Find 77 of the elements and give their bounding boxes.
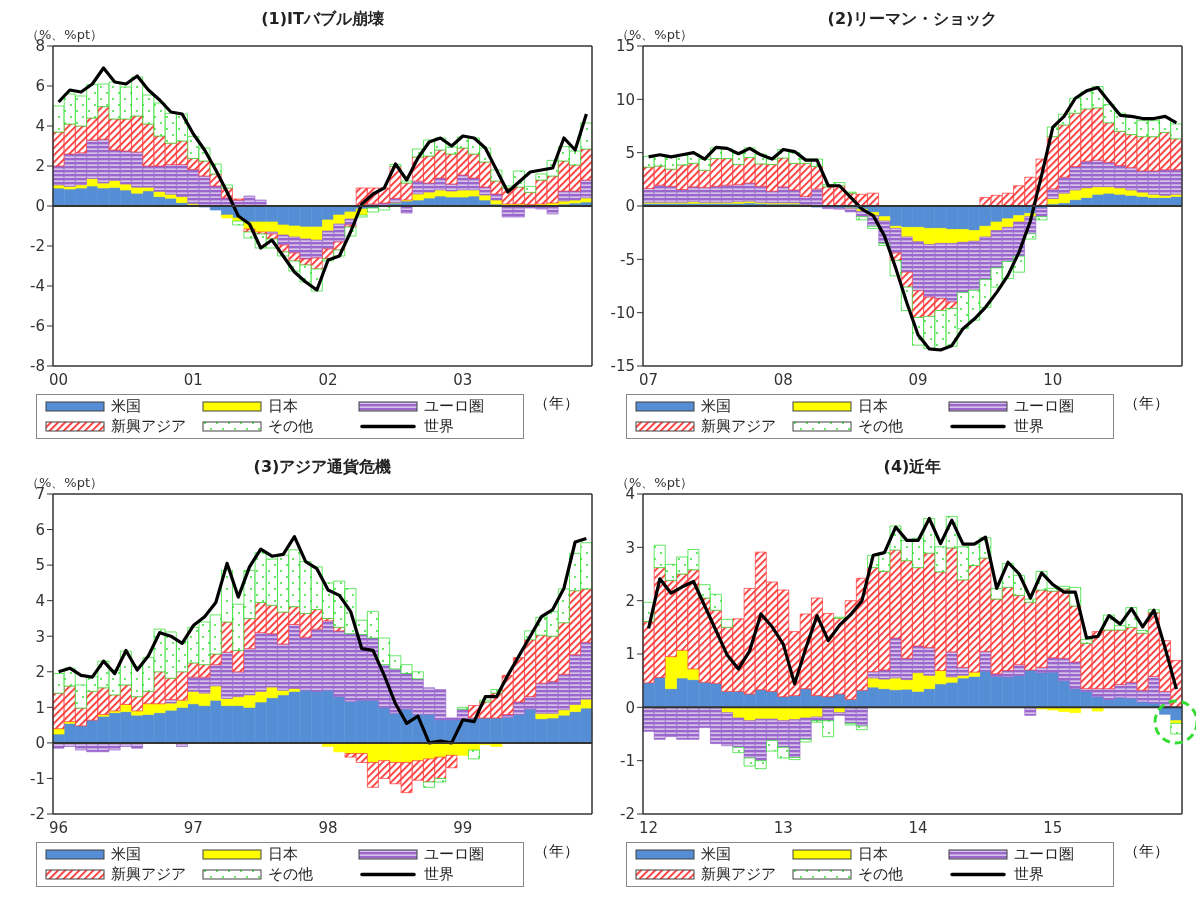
y-tick-label: 5 <box>35 556 45 575</box>
x-tick-label: 14 <box>908 818 928 837</box>
x-axis-title: （年） <box>534 394 579 413</box>
y-tick-label: -5 <box>620 250 635 269</box>
legend-label: その他 <box>856 417 904 436</box>
y-tick-label: 0 <box>625 197 635 216</box>
x-tick-label: 99 <box>453 818 473 837</box>
y-tick-label: -2 <box>30 237 45 256</box>
legend-label: 日本 <box>856 397 889 416</box>
y-tick-label: 3 <box>35 627 45 646</box>
y-tick-label: 0 <box>625 698 635 717</box>
y-tick-label: 2 <box>35 663 45 682</box>
y-tick-label: 5 <box>625 143 635 162</box>
chart-title: (2)リーマン・ショック <box>827 9 998 28</box>
x-tick-label: 07 <box>639 370 659 389</box>
x-tick-label: 10 <box>1043 370 1063 389</box>
y-tick-label: -10 <box>610 303 635 322</box>
x-tick-label: 02 <box>318 370 338 389</box>
chart-title: (4)近年 <box>883 457 942 476</box>
legend-label: 新興アジア <box>110 417 187 436</box>
x-tick-label: 15 <box>1043 818 1063 837</box>
y-tick-label: -8 <box>30 357 45 376</box>
y-tick-label: -4 <box>30 277 45 296</box>
y-tick-label: 10 <box>615 90 635 109</box>
legend-label: 米国 <box>110 397 142 416</box>
legend-label: 日本 <box>856 845 889 864</box>
x-tick-label: 00 <box>49 370 69 389</box>
y-tick-label: 2 <box>35 157 45 176</box>
legend-label: 新興アジア <box>700 417 777 436</box>
y-tick-label: -6 <box>30 317 45 336</box>
legend-label: ユーロ圏 <box>1013 845 1076 864</box>
x-axis-title: （年） <box>1124 394 1169 413</box>
x-tick-label: 08 <box>773 370 793 389</box>
chart-title: (1)ITバブル崩壊 <box>261 9 384 28</box>
chart-title: (3)アジア通貨危機 <box>253 457 392 476</box>
legend-label: 新興アジア <box>700 865 777 884</box>
legend-label: ユーロ圏 <box>423 397 486 416</box>
y-tick-label: 3 <box>625 538 635 557</box>
x-tick-label: 01 <box>183 370 203 389</box>
x-tick-label: 98 <box>318 818 338 837</box>
y-tick-label: 4 <box>35 117 45 136</box>
x-tick-label: 03 <box>453 370 473 389</box>
y-tick-label: 1 <box>35 698 45 717</box>
y-tick-label: 6 <box>35 77 45 96</box>
legend-label: 新興アジア <box>110 865 187 884</box>
x-axis-title: （年） <box>534 842 579 861</box>
x-tick-label: 97 <box>183 818 203 837</box>
y-tick-label: 0 <box>35 197 45 216</box>
x-tick-label: 96 <box>49 818 69 837</box>
y-tick-label: 2 <box>625 591 635 610</box>
legend-label: 世界 <box>423 417 456 436</box>
y-tick-label: 4 <box>35 591 45 610</box>
legend-label: その他 <box>266 417 314 436</box>
y-tick-label: -1 <box>30 769 45 788</box>
legend-label: 米国 <box>700 845 732 864</box>
legend-label: 米国 <box>110 845 142 864</box>
y-tick-label: 6 <box>35 520 45 539</box>
legend-label: 世界 <box>1013 417 1046 436</box>
legend-label: 日本 <box>266 397 299 416</box>
x-axis-title: （年） <box>1124 842 1169 861</box>
y-tick-label: 0 <box>35 734 45 753</box>
x-tick-label: 13 <box>773 818 793 837</box>
legend-label: ユーロ圏 <box>1013 397 1076 416</box>
legend-label: 日本 <box>266 845 299 864</box>
x-tick-label: 09 <box>908 370 928 389</box>
y-tick-label: 1 <box>625 645 635 664</box>
legend-label: 世界 <box>423 865 456 884</box>
y-tick-label: -2 <box>30 805 45 824</box>
legend-label: 世界 <box>1013 865 1046 884</box>
legend-label: ユーロ圏 <box>423 845 486 864</box>
y-tick-label: -1 <box>620 751 635 770</box>
y-tick-label: -2 <box>620 805 635 824</box>
y-tick-label: -15 <box>610 357 635 376</box>
legend-label: 米国 <box>700 397 732 416</box>
legend-label: その他 <box>856 865 904 884</box>
x-tick-label: 12 <box>639 818 659 837</box>
legend-label: その他 <box>266 865 314 884</box>
